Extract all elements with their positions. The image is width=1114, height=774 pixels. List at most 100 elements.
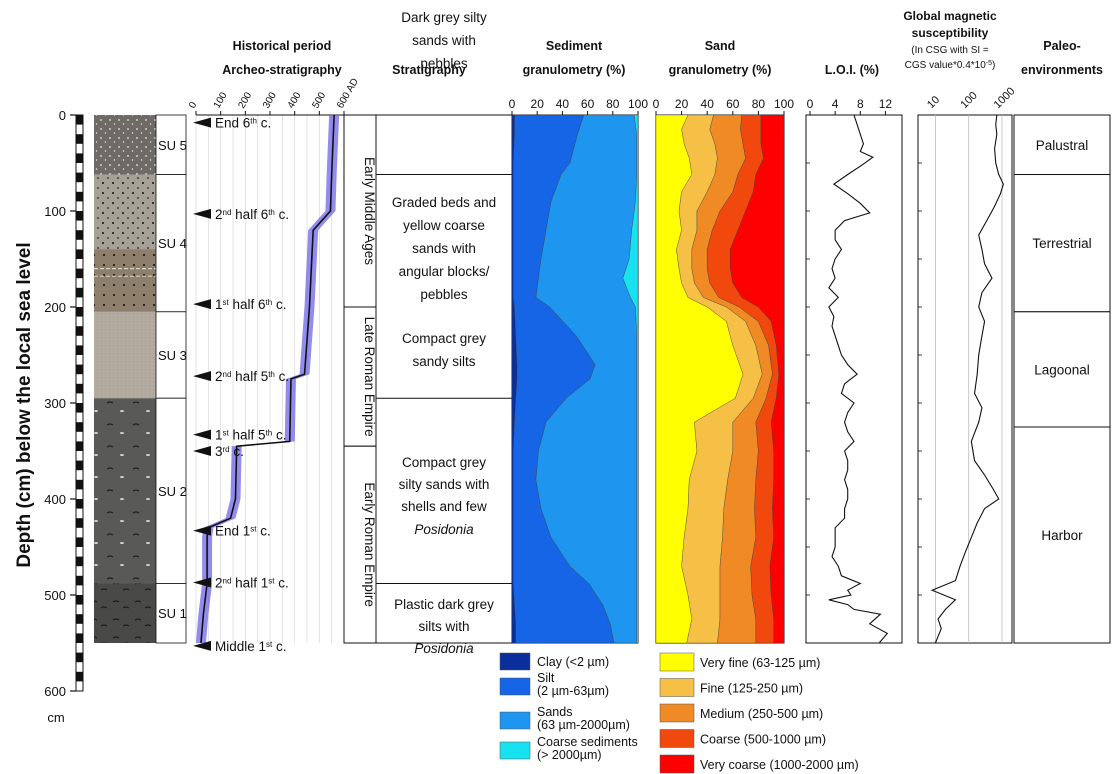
archeo-marker-arrow <box>193 208 211 219</box>
data-layer <box>193 114 1004 774</box>
stratigraphy-text: pebbles <box>420 287 468 302</box>
sediment-tick-label: 40 <box>556 97 570 111</box>
historical-tick-label: 0 <box>187 100 200 111</box>
paleo-label: Palustral <box>1036 138 1089 153</box>
stratigraphy-text: sands with <box>412 33 476 48</box>
depth-tick-label: 400 <box>44 492 66 507</box>
historical-tick-label: 400 <box>286 90 304 110</box>
stratigraphy-text: silts with <box>418 619 469 634</box>
archeo-marker-arrow <box>193 371 211 382</box>
sediment-tick-label: 60 <box>581 97 595 111</box>
historical-tick-label: 300 <box>261 90 279 110</box>
sand-tick-label: 80 <box>752 97 766 111</box>
archeo-marker-label: 1st half 5th c. <box>215 428 286 443</box>
paleo-box <box>1013 426 1111 644</box>
depth-scale-block <box>76 479 83 490</box>
stratigraphy-text: shells and few <box>401 499 487 514</box>
mag-tick-label: 10 <box>925 94 942 111</box>
sand-legend-swatch <box>659 754 695 774</box>
depth-scale-block <box>76 633 83 643</box>
stratigraphy-text: angular blocks/ <box>399 264 490 279</box>
depth-scale-block <box>76 115 83 125</box>
stratigraphy-text: Posidonia <box>414 522 474 537</box>
depth-scale-block <box>76 268 83 279</box>
sediment-legend-label: (> 2000µm) <box>537 748 602 762</box>
loi-tick-label: 4 <box>832 97 839 111</box>
stratigraphy-text: pebbles <box>420 56 468 71</box>
su-label: SU 2 <box>158 484 187 499</box>
stratigraphy-text: sandy silts <box>412 354 475 369</box>
sediment-legend-swatch <box>499 711 531 730</box>
su-cell <box>155 174 187 313</box>
paleo-header-line2: environments <box>1021 63 1103 77</box>
archeo-marker-label: 2nd half 1st c. <box>215 576 289 591</box>
loi-tick-label: 0 <box>807 97 814 111</box>
sediment-legend-swatch <box>499 652 531 671</box>
sand-legend-label: Very coarse (1000-2000 µm) <box>700 758 859 772</box>
depth-scale-block <box>76 537 83 547</box>
historical-tick-label: 200 <box>236 90 254 110</box>
stratigraphy-header: Stratigraphy <box>392 63 466 77</box>
depth-scale-block <box>76 287 83 298</box>
historical-tick-label: 600 AD <box>335 77 361 111</box>
depth-scale-block <box>76 326 83 336</box>
stratigraphy-text: yellow coarse <box>403 218 485 233</box>
depth-scale-block <box>76 518 83 528</box>
sand-tick-label: 20 <box>675 97 689 111</box>
depth-scale-block <box>76 307 83 317</box>
core-photo-section <box>94 583 156 643</box>
depth-scale-block <box>76 134 83 144</box>
core-photo-section <box>94 249 156 312</box>
su-label: SU 4 <box>158 236 187 251</box>
stratigraphy-text: Compact grey <box>402 455 486 470</box>
paleo-box <box>1013 311 1111 428</box>
archeo-marker-label: Middle 1st c. <box>215 639 287 654</box>
depth-scale-block <box>76 614 83 624</box>
sediment-tick-label: 80 <box>606 97 620 111</box>
depth-tick-label: 100 <box>44 204 66 219</box>
sediment-legend-label: Silt <box>537 671 555 685</box>
depth-scale-block <box>76 230 83 240</box>
depth-scale-block <box>76 556 83 567</box>
mag-note-line2: CGS value*0.4*10-5) <box>905 60 996 72</box>
sediment-legend-swatch <box>499 741 531 760</box>
depth-tick-label: 600 <box>44 684 66 699</box>
depth-unit-label: cm <box>47 710 64 725</box>
period-box <box>343 306 377 447</box>
sediment-series-area <box>622 114 639 644</box>
loi-header: L.O.I. (%) <box>825 63 879 77</box>
depth-scale-block <box>76 364 83 375</box>
loi-tick-label: 12 <box>879 97 893 111</box>
archeo-marker-arrow <box>193 117 211 128</box>
period-box <box>343 445 377 644</box>
paleo-header-line1: Paleo- <box>1043 39 1081 53</box>
sand-legend-swatch <box>659 652 695 672</box>
sand-series-area <box>730 114 785 644</box>
mag-header-line2: susceptibility <box>912 26 989 40</box>
archeo-marker-label: 2nd half 6th c. <box>215 207 289 222</box>
su-cell <box>155 114 187 175</box>
period-label: Late Roman Empire <box>362 317 377 437</box>
sand-legend-label: Coarse (500-1000 µm) <box>700 733 826 747</box>
paleo-label: Terrestrial <box>1032 236 1091 251</box>
sediment-tick-label: 100 <box>628 97 648 111</box>
paleo-label: Lagoonal <box>1034 362 1090 377</box>
sand-tick-label: 100 <box>774 97 794 111</box>
sediment-header-line1: Sediment <box>546 39 603 53</box>
depth-tick-label: 300 <box>44 396 66 411</box>
period-label: Early Middle Ages <box>362 157 377 265</box>
period-label: Early Roman Empire <box>362 482 377 607</box>
sand-legend-label: Fine (125-250 µm) <box>700 682 803 696</box>
core-photo-section <box>94 311 156 399</box>
depth-tick-label: 500 <box>44 588 66 603</box>
mag-tick-label: 100 <box>958 90 979 111</box>
depth-scale-block <box>76 422 83 432</box>
sediment-header-line2: granulometry (%) <box>523 63 626 77</box>
depth-scale-block <box>76 383 83 394</box>
archeo-marker-label: 3rd c. <box>215 444 244 459</box>
stratigraphy-text: sands with <box>412 241 476 256</box>
depth-scale-block <box>76 172 83 183</box>
sand-tick-label: 0 <box>653 97 660 111</box>
sediment-legend-label: Clay (<2 µm) <box>537 655 609 669</box>
historical-age-line <box>200 114 335 644</box>
